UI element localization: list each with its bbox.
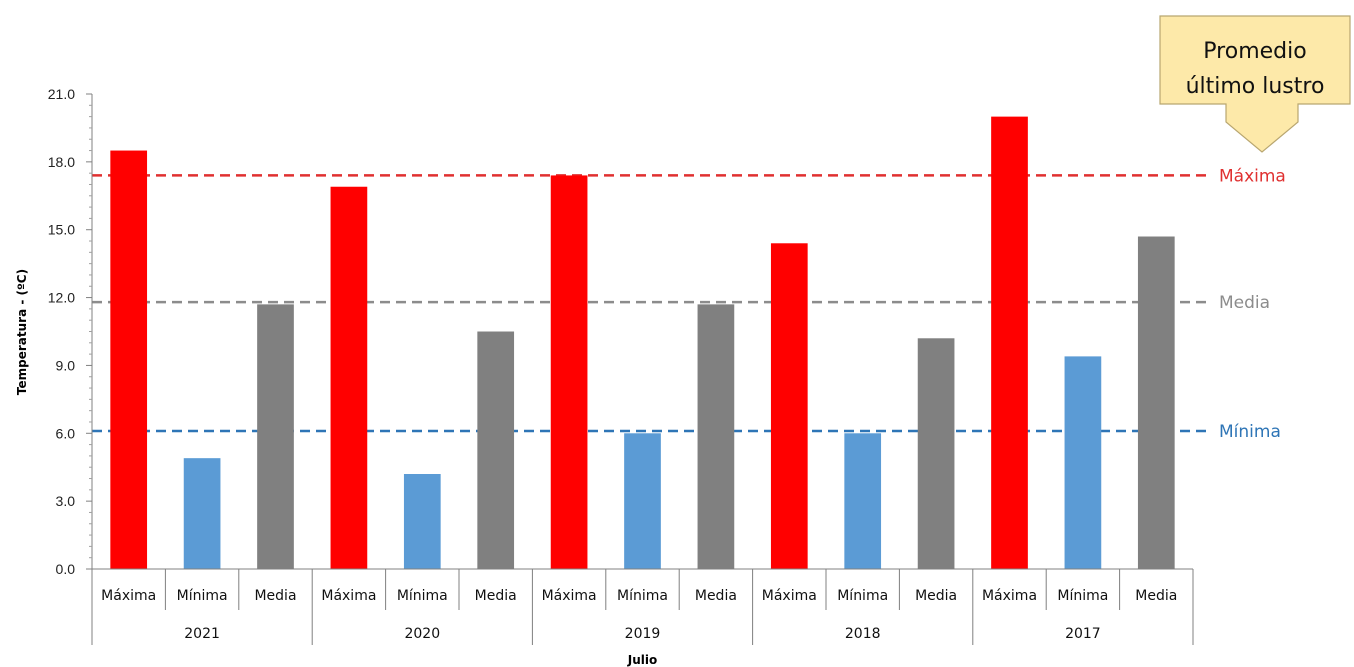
- category-label: Mínima: [177, 588, 228, 604]
- category-label: Media: [254, 588, 296, 604]
- bar: [330, 186, 368, 569]
- group-label: 2018: [845, 626, 881, 642]
- bar: [257, 304, 294, 569]
- y-tick-label: 21.0: [48, 86, 75, 102]
- category-label: Media: [475, 588, 517, 604]
- y-tick-label: 0.0: [56, 561, 76, 577]
- category-label: Máxima: [101, 588, 156, 604]
- y-tick-label: 3.0: [56, 493, 76, 509]
- bar: [550, 175, 588, 569]
- callout-line-2: último lustro: [1186, 74, 1325, 99]
- category-label: Máxima: [762, 588, 817, 604]
- category-label: Máxima: [321, 588, 376, 604]
- y-tick-label: 12.0: [48, 290, 75, 306]
- category-label: Máxima: [982, 588, 1037, 604]
- bar: [110, 150, 148, 570]
- bar: [403, 474, 441, 569]
- y-axis-title: Temperatura - (ºC): [15, 269, 29, 395]
- y-tick-label: 6.0: [56, 425, 76, 441]
- bar: [1064, 356, 1102, 569]
- bars: [110, 116, 1175, 570]
- reference-line-label: Media: [1219, 293, 1270, 313]
- reference-line-label: Máxima: [1219, 166, 1286, 186]
- group-label: 2019: [625, 626, 661, 642]
- group-label: 2020: [404, 626, 440, 642]
- y-tick-label: 18.0: [48, 154, 75, 170]
- bar: [991, 116, 1028, 569]
- category-label: Mínima: [1057, 588, 1108, 604]
- category-label: Media: [695, 588, 737, 604]
- category-label: Mínima: [837, 588, 888, 604]
- x-axis-title: Julio: [627, 653, 657, 667]
- category-label: Mínima: [397, 588, 448, 604]
- callout-box: Promedio último lustro: [1159, 15, 1351, 153]
- category-label: Mínima: [617, 588, 668, 604]
- category-label: Máxima: [542, 588, 597, 604]
- bar: [1137, 236, 1175, 569]
- category-label: Media: [915, 588, 957, 604]
- bar: [844, 433, 882, 569]
- group-label: 2017: [1065, 626, 1101, 642]
- bar: [697, 304, 735, 569]
- reference-line-label: Mínima: [1219, 422, 1281, 442]
- y-tick-label: 9.0: [56, 357, 76, 373]
- reference-line-labels: Máxima Media Mínima: [1219, 166, 1286, 442]
- y-axis: 0.0 3.0 6.0 9.0 12.0 15.0 18.0 21.0: [48, 86, 93, 577]
- bar: [624, 433, 661, 569]
- bar: [917, 338, 955, 569]
- callout-line-1: Promedio: [1203, 39, 1306, 64]
- bar: [183, 458, 221, 569]
- x-axis: Máxima Mínima Media 2021 Máxima Mínima Media 20…: [91, 568, 1194, 645]
- category-label: Media: [1135, 588, 1177, 604]
- group-label: 2021: [184, 626, 220, 642]
- bar: [770, 243, 808, 570]
- y-tick-label: 15.0: [48, 222, 75, 238]
- bar: [477, 331, 515, 569]
